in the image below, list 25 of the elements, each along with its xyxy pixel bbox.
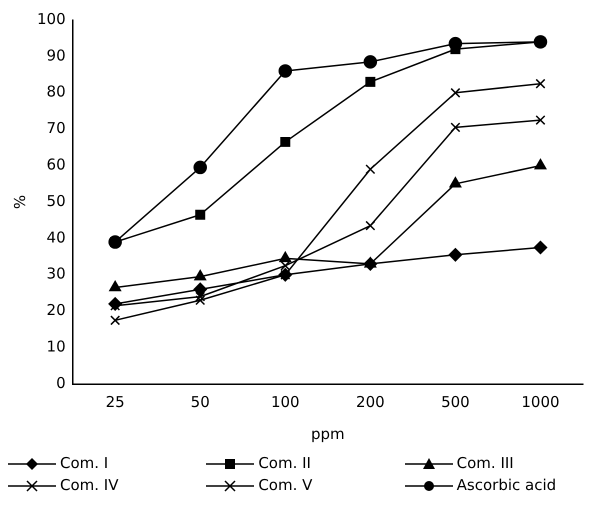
y-tick-label: 70 bbox=[46, 119, 66, 138]
y-tick-label: 90 bbox=[46, 46, 66, 64]
legend-label: Com. IV bbox=[60, 476, 118, 494]
y-tick-label: 20 bbox=[46, 301, 66, 320]
x-tick-label: 50 bbox=[190, 392, 210, 411]
y-tick-label: 60 bbox=[46, 155, 66, 174]
y-tick-label: 30 bbox=[46, 264, 66, 283]
y-tick-label: 10 bbox=[46, 337, 66, 356]
y-tick-label: 40 bbox=[46, 228, 66, 246]
x-tick-label: 100 bbox=[270, 392, 300, 411]
legend-label: Com. III bbox=[456, 454, 514, 472]
x-tick-label: 500 bbox=[441, 392, 470, 411]
legend-label: Com. V bbox=[258, 476, 312, 494]
y-axis-title: % bbox=[10, 194, 29, 210]
x-tick-label: 1000 bbox=[521, 392, 560, 411]
x-tick-label: 200 bbox=[356, 392, 385, 411]
x-tick-label: 25 bbox=[106, 392, 125, 411]
y-tick-label: 80 bbox=[46, 82, 66, 101]
y-tick-label: 50 bbox=[46, 192, 66, 210]
x-axis-title: ppm bbox=[310, 424, 345, 443]
y-tick-label: 0 bbox=[56, 374, 66, 392]
legend-label: Com. II bbox=[258, 454, 311, 472]
legend-label: Ascorbic acid bbox=[456, 476, 556, 494]
y-tick-label: 100 bbox=[36, 10, 66, 28]
legend-label: Com. I bbox=[60, 454, 108, 472]
